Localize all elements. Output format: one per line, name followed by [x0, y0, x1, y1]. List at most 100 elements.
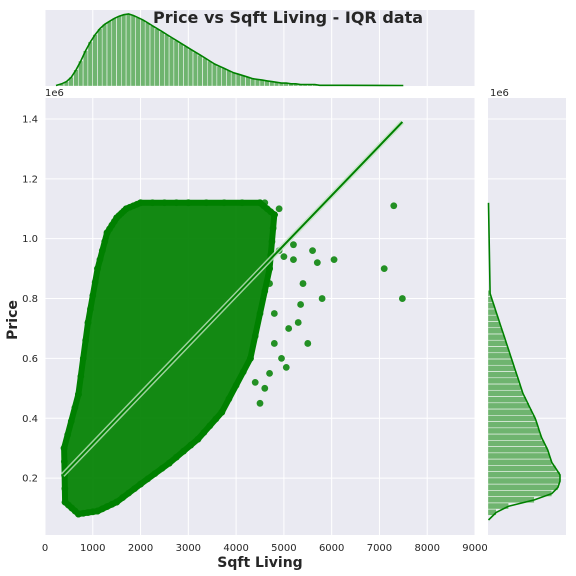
scatter-point — [294, 319, 302, 326]
scatter-point — [290, 256, 297, 264]
scatter-point — [238, 199, 246, 207]
y-axis-label: Price — [5, 300, 21, 340]
scatter-point — [82, 337, 90, 344]
scatter-point — [172, 199, 180, 207]
scatter-point — [91, 278, 99, 286]
scatter-point — [266, 369, 273, 377]
scatter-point — [161, 199, 168, 207]
x-tick-label: 8000 — [414, 543, 439, 554]
y-tick-label: 1.2 — [22, 174, 38, 185]
scatter-point — [77, 372, 85, 380]
top-hist-bar — [126, 13, 131, 87]
scatter-point — [330, 256, 338, 264]
scatter-point — [101, 238, 109, 246]
y-tick-label: 1.4 — [22, 114, 38, 125]
scatter-point — [299, 280, 307, 287]
right-hist-bar — [487, 415, 536, 422]
right-hist-bar — [487, 371, 517, 378]
scatter-point — [247, 355, 254, 362]
scatter-point — [313, 259, 321, 267]
top-hist-bar — [202, 57, 208, 87]
top-hist-bar — [121, 14, 127, 87]
top-hist-bar — [207, 60, 213, 87]
top-hist-bar — [159, 31, 165, 87]
scatter-point — [184, 199, 192, 207]
x-tick-label: 9000 — [462, 543, 487, 554]
top-hist-bar — [226, 70, 232, 87]
top-hist-bar — [135, 17, 141, 87]
scatter-point — [60, 444, 68, 452]
right-marginal-offset-label: 1e6 — [490, 88, 509, 99]
right-kde-curve — [487, 202, 561, 521]
top-hist-bar — [102, 24, 107, 87]
top-hist-bar — [245, 77, 251, 87]
scatter-point — [71, 404, 79, 412]
top-hist-bar — [197, 54, 203, 87]
scatter-point — [380, 265, 388, 273]
top-hist-bar — [178, 43, 184, 87]
right-hist-bar — [487, 440, 545, 447]
right-hist-bar — [487, 377, 520, 385]
regression-line-stroke — [61, 121, 404, 476]
scatter-point — [165, 459, 173, 467]
top-hist-bar — [87, 41, 93, 87]
scatter-point — [218, 408, 226, 416]
x-tick-label: 3000 — [176, 543, 201, 554]
x-tick-label: 5000 — [271, 543, 296, 554]
top-hist-bar — [216, 66, 222, 87]
scatter-point — [318, 295, 326, 302]
top-hist-bar — [212, 63, 217, 87]
scatter-point — [96, 256, 104, 264]
top-hist-bar — [116, 16, 122, 87]
scatter-point — [137, 199, 144, 207]
right-hist-bar — [487, 384, 522, 391]
right-hist-bar — [487, 409, 533, 416]
top-hist-bar — [169, 37, 174, 87]
right-hist-bar — [487, 459, 552, 466]
right-hist-bar — [487, 321, 501, 328]
scatter-point — [60, 458, 68, 466]
scatter-point — [225, 395, 233, 403]
scatter-point — [137, 480, 144, 488]
right-hist-bar — [487, 452, 550, 460]
scatter-point — [89, 292, 97, 299]
scatter-point — [61, 485, 69, 493]
scatter-point — [125, 489, 133, 497]
scatter-point — [84, 319, 92, 326]
top-hist-bar — [250, 78, 256, 87]
top-hist-bar — [192, 52, 198, 87]
scatter-point — [278, 355, 285, 362]
scatter-point — [194, 435, 202, 443]
top-hist-bar — [173, 40, 179, 87]
right-hist-bar — [487, 477, 561, 485]
x-tick-label: 6000 — [319, 543, 344, 554]
right-hist-bar — [487, 446, 548, 453]
scatter-point — [270, 211, 278, 219]
scatter-point — [149, 199, 156, 207]
right-hist-bar — [487, 352, 511, 360]
scatter-point — [261, 287, 269, 295]
chart-title: Price vs Sqft Living - IQR data — [153, 8, 423, 27]
scatter-point — [304, 340, 312, 347]
scatter-point — [270, 310, 278, 317]
scatter-points — [60, 199, 278, 518]
right-hist-bar — [487, 490, 552, 497]
scatter-point — [212, 415, 220, 423]
scatter-point — [98, 247, 106, 255]
scatter-point — [187, 441, 195, 449]
scatter-point — [64, 431, 72, 439]
right-hist-bar — [487, 402, 530, 410]
scatter-point — [251, 378, 259, 386]
scatter-point — [158, 465, 166, 472]
right-hist-bar — [487, 365, 515, 372]
y-axis-offset-label: 1e6 — [45, 88, 64, 99]
scatter-point — [398, 295, 406, 302]
scatter-point — [275, 205, 283, 213]
scatter-point — [239, 368, 247, 376]
scatter-point — [269, 224, 277, 232]
scatter-point — [79, 355, 87, 362]
scatter-point — [285, 325, 293, 332]
scatter-point — [268, 238, 276, 246]
scatter-point — [282, 363, 290, 371]
